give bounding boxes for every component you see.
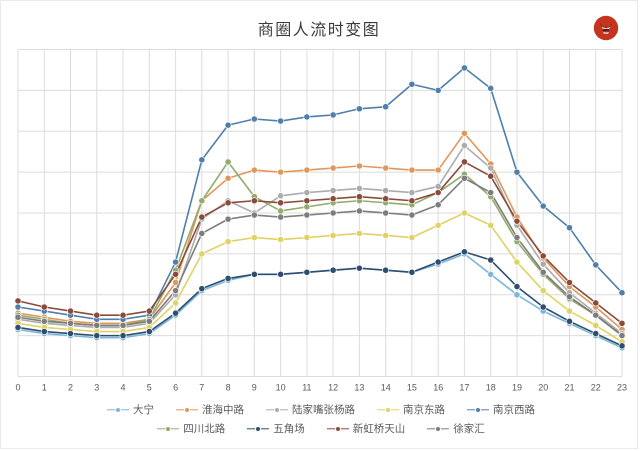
- svg-text:11: 11: [302, 383, 311, 393]
- svg-text:5: 5: [147, 383, 152, 393]
- svg-text:4: 4: [120, 383, 125, 393]
- svg-text:3: 3: [94, 383, 99, 393]
- svg-text:1: 1: [42, 383, 47, 393]
- svg-text:10: 10: [276, 383, 286, 393]
- svg-text:22: 22: [591, 383, 601, 393]
- svg-text:7: 7: [199, 383, 204, 393]
- svg-text:12: 12: [328, 383, 338, 393]
- svg-text:20: 20: [538, 383, 548, 393]
- svg-text:13: 13: [354, 383, 364, 393]
- svg-text:14: 14: [381, 383, 391, 393]
- svg-text:16: 16: [433, 383, 443, 393]
- svg-text:19: 19: [512, 383, 522, 393]
- svg-text:21: 21: [564, 383, 574, 393]
- svg-text:17: 17: [459, 383, 469, 393]
- svg-text:15: 15: [407, 383, 417, 393]
- svg-text:2: 2: [68, 383, 73, 393]
- svg-text:0: 0: [15, 383, 20, 393]
- svg-text:23: 23: [617, 383, 627, 393]
- svg-text:6: 6: [173, 383, 178, 393]
- svg-text:18: 18: [486, 383, 496, 393]
- svg-text:9: 9: [252, 383, 257, 393]
- svg-text:8: 8: [226, 383, 231, 393]
